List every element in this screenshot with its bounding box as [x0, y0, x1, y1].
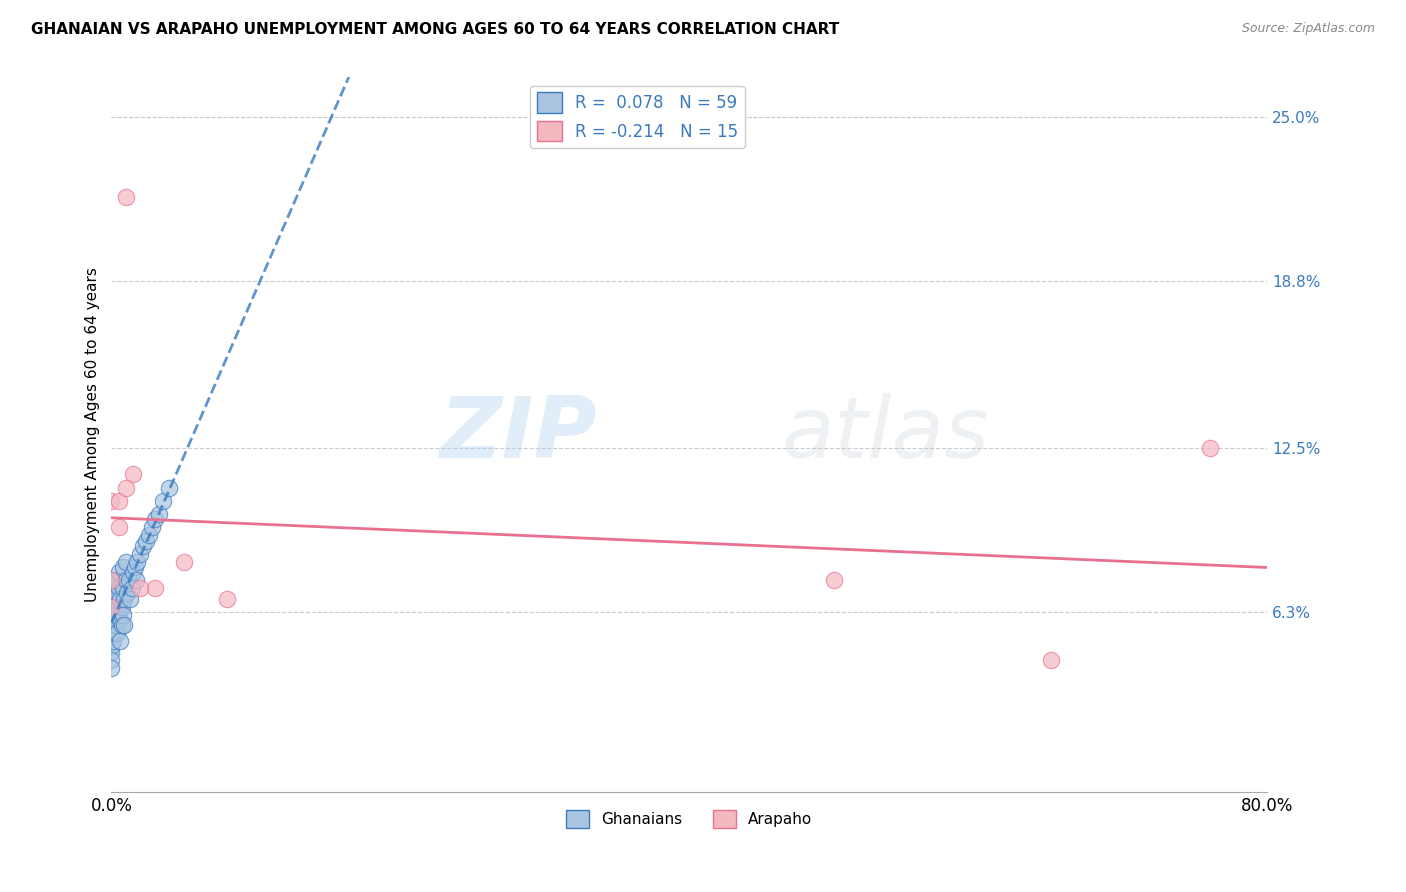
Point	[124, 560, 146, 574]
Point	[100, 574, 122, 588]
Point	[104, 591, 127, 606]
Point	[115, 555, 138, 569]
Point	[100, 599, 122, 614]
Point	[107, 566, 129, 580]
Point	[107, 581, 129, 595]
Point	[111, 560, 134, 574]
Point	[100, 599, 122, 614]
Point	[122, 467, 145, 482]
Point	[100, 660, 122, 674]
Point	[1039, 653, 1062, 667]
Point	[110, 618, 132, 632]
Point	[157, 481, 180, 495]
Point	[823, 574, 845, 588]
Point	[100, 618, 122, 632]
Point	[143, 581, 166, 595]
Point	[125, 574, 148, 588]
Point	[107, 494, 129, 508]
Point	[103, 599, 125, 614]
Point	[143, 512, 166, 526]
Point	[101, 634, 124, 648]
Point	[100, 613, 122, 627]
Point	[105, 586, 128, 600]
Point	[121, 581, 143, 595]
Point	[173, 555, 195, 569]
Point	[107, 599, 129, 614]
Point	[104, 581, 127, 595]
Point	[100, 653, 122, 667]
Point	[129, 581, 152, 595]
Point	[101, 607, 124, 622]
Point	[111, 581, 134, 595]
Point	[108, 613, 131, 627]
Point	[101, 618, 124, 632]
Point	[111, 607, 134, 622]
Point	[112, 591, 135, 606]
Point	[108, 591, 131, 606]
Point	[115, 189, 138, 203]
Point	[103, 586, 125, 600]
Point	[122, 566, 145, 580]
Point	[100, 640, 122, 654]
Point	[117, 586, 139, 600]
Point	[120, 591, 142, 606]
Point	[105, 607, 128, 622]
Point	[141, 520, 163, 534]
Point	[127, 555, 149, 569]
Point	[105, 626, 128, 640]
Point	[1198, 441, 1220, 455]
Text: GHANAIAN VS ARAPAHO UNEMPLOYMENT AMONG AGES 60 TO 64 YEARS CORRELATION CHART: GHANAIAN VS ARAPAHO UNEMPLOYMENT AMONG A…	[31, 22, 839, 37]
Point	[132, 539, 155, 553]
Point	[115, 481, 138, 495]
Point	[118, 574, 141, 588]
Text: Source: ZipAtlas.com: Source: ZipAtlas.com	[1241, 22, 1375, 36]
Point	[100, 494, 122, 508]
Point	[108, 634, 131, 648]
Text: atlas: atlas	[782, 393, 990, 476]
Point	[103, 613, 125, 627]
Legend: Ghanaians, Arapaho: Ghanaians, Arapaho	[560, 804, 818, 834]
Point	[138, 528, 160, 542]
Point	[101, 591, 124, 606]
Point	[105, 574, 128, 588]
Point	[100, 586, 122, 600]
Point	[110, 599, 132, 614]
Point	[215, 591, 238, 606]
Point	[100, 626, 122, 640]
Text: ZIP: ZIP	[439, 393, 598, 476]
Point	[100, 645, 122, 659]
Point	[100, 607, 122, 622]
Point	[148, 507, 170, 521]
Point	[100, 574, 122, 588]
Point	[135, 533, 157, 548]
Point	[152, 494, 174, 508]
Point	[100, 581, 122, 595]
Point	[129, 547, 152, 561]
Point	[115, 574, 138, 588]
Point	[103, 626, 125, 640]
Y-axis label: Unemployment Among Ages 60 to 64 years: Unemployment Among Ages 60 to 64 years	[86, 268, 100, 602]
Point	[112, 618, 135, 632]
Point	[104, 618, 127, 632]
Point	[107, 520, 129, 534]
